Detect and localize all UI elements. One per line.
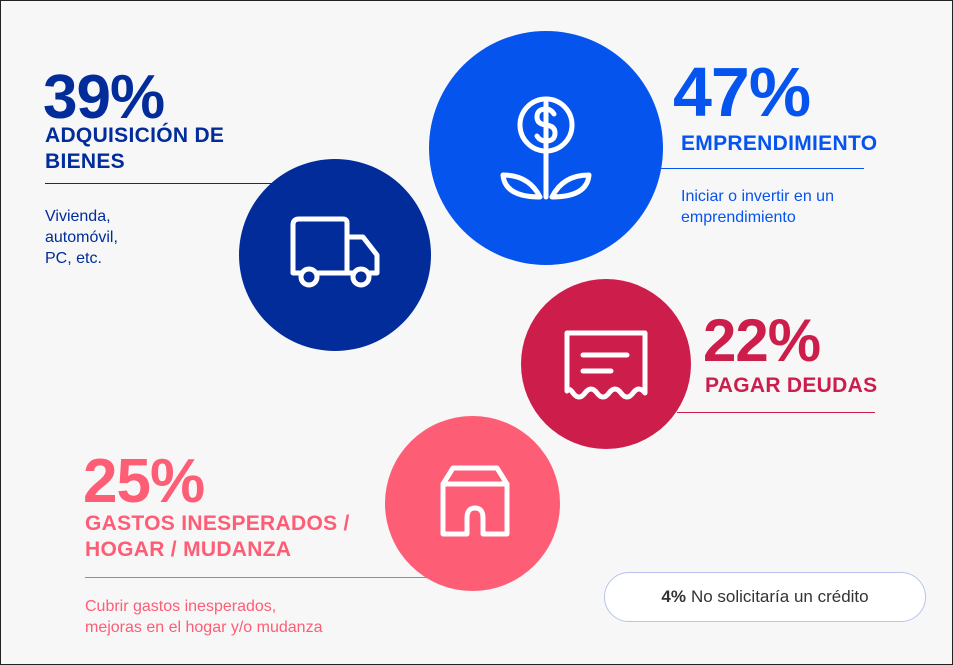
divider-deudas bbox=[677, 412, 875, 413]
desc-adquisicion-line1: Vivienda, bbox=[45, 208, 111, 225]
divider-adquisicion bbox=[45, 183, 285, 184]
divider-gastos bbox=[85, 577, 435, 578]
money-plant-icon bbox=[500, 96, 592, 200]
title-emprendimiento: EMPRENDIMIENTO bbox=[681, 131, 877, 157]
circle-deudas bbox=[521, 279, 691, 449]
title-gastos: GASTOS INESPERADOS / HOGAR / MUDANZA bbox=[85, 511, 350, 564]
desc-emprendimiento-line1: Iniciar o invertir en un bbox=[681, 188, 834, 205]
no-credit-text: No solicitaría un crédito bbox=[690, 587, 869, 606]
desc-gastos-line2: mejoras en el hogar y/o mudanza bbox=[85, 618, 323, 636]
title-adquisicion-line2: BIENES bbox=[45, 150, 125, 174]
title-gastos-line2: HOGAR / MUDANZA bbox=[85, 538, 292, 562]
percent-deudas: 22% bbox=[703, 307, 821, 374]
truck-icon bbox=[290, 216, 380, 288]
desc-emprendimiento-line2: emprendimiento bbox=[681, 208, 796, 226]
title-deudas: PAGAR DEUDAS bbox=[705, 373, 877, 399]
desc-adquisicion: Vivienda, automóvil, PC, etc. bbox=[45, 207, 118, 269]
percent-adquisicion: 39% bbox=[43, 63, 165, 132]
receipt-icon bbox=[564, 330, 648, 400]
title-adquisicion-line1: ADQUISICIÓN DE bbox=[45, 124, 225, 147]
desc-adquisicion-line2: automóvil, bbox=[45, 228, 118, 246]
no-credit-badge: 4% No solicitaría un crédito bbox=[604, 572, 926, 622]
desc-emprendimiento: Iniciar o invertir en un emprendimiento bbox=[681, 187, 834, 229]
title-emprendimiento-line1: EMPRENDIMIENTO bbox=[681, 132, 878, 155]
no-credit-percent: 4% bbox=[661, 587, 686, 606]
title-deudas-line1: PAGAR DEUDAS bbox=[705, 374, 878, 397]
desc-adquisicion-line3: PC, etc. bbox=[45, 249, 102, 267]
title-gastos-line1: GASTOS INESPERADOS / bbox=[85, 512, 350, 535]
circle-emprendimiento bbox=[429, 31, 663, 265]
desc-gastos: Cubrir gastos inesperados, mejoras en el… bbox=[85, 597, 322, 639]
percent-gastos: 25% bbox=[83, 447, 205, 516]
divider-emprendimiento bbox=[659, 168, 864, 169]
title-adquisicion: ADQUISICIÓN DE BIENES bbox=[45, 123, 224, 176]
percent-emprendimiento: 47% bbox=[673, 53, 811, 131]
house-icon bbox=[440, 465, 510, 537]
circle-gastos bbox=[385, 416, 560, 591]
circle-adquisicion bbox=[239, 159, 431, 351]
desc-gastos-line1: Cubrir gastos inesperados, bbox=[85, 598, 277, 615]
